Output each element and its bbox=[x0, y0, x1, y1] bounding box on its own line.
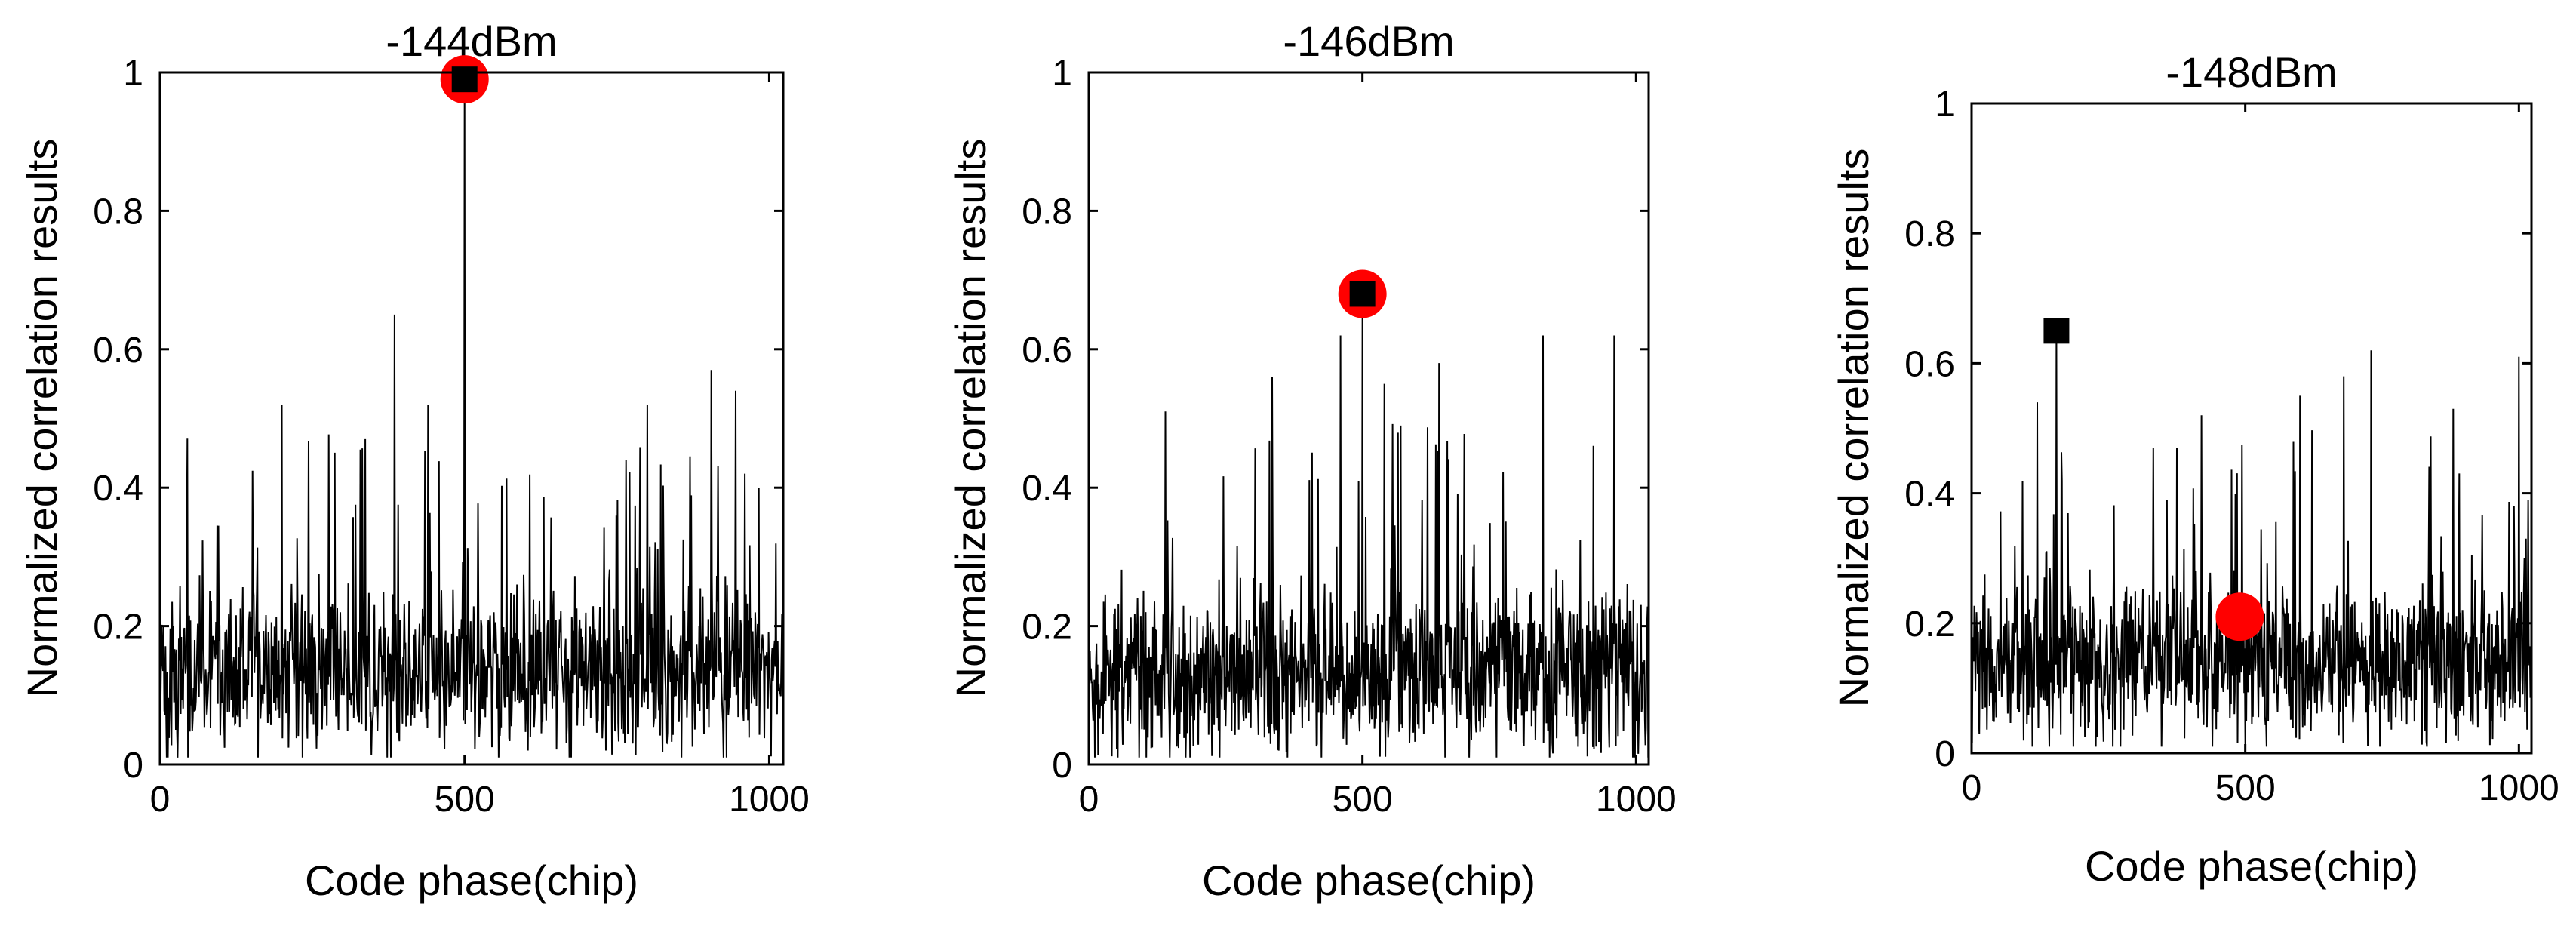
true-peak-square-marker bbox=[1349, 281, 1376, 307]
x-tick-label: 1000 bbox=[1596, 780, 1677, 820]
y-axis-ticks: 0 0.2 0.4 0.6 0.8 1 bbox=[1022, 54, 1649, 786]
x-tick-label: 0 bbox=[150, 780, 171, 820]
x-axis-ticks: 0 500 1000 bbox=[150, 72, 810, 820]
plot-area bbox=[159, 55, 784, 758]
y-tick-label: 0.6 bbox=[93, 331, 143, 371]
y-tick-label: 0.4 bbox=[1022, 469, 1072, 509]
plot-frame bbox=[1970, 102, 2533, 755]
x-tick-label: 500 bbox=[2215, 768, 2276, 808]
plot-area bbox=[1088, 269, 1649, 758]
x-axis-ticks: 0 500 1000 bbox=[1962, 103, 2559, 808]
x-tick-label: 0 bbox=[1079, 780, 1099, 820]
x-tick-label: 0 bbox=[1962, 768, 1982, 808]
y-tick-label: 1 bbox=[1935, 85, 1955, 125]
chart-title: -146dBm bbox=[1283, 17, 1454, 65]
chart-panel-144dbm: -144dBm 0 500 1000 00.20.40.60.81 Code pha… bbox=[18, 17, 810, 904]
y-axis-ticks: 0 0.2 0.4 0.6 0.8 1 bbox=[1904, 85, 2531, 774]
y-axis-label: Normalized correlation results bbox=[1830, 149, 1877, 708]
correlation-series-line bbox=[1088, 294, 1649, 758]
plot-area bbox=[1971, 318, 2532, 747]
y-tick-label: 0 bbox=[1052, 746, 1072, 786]
y-tick-label: 0 bbox=[1935, 734, 1955, 774]
y-tick-label: 0.8 bbox=[1904, 214, 1955, 254]
y-tick-label: 0.2 bbox=[1904, 604, 1955, 644]
y-tick-label: 0.2 bbox=[93, 608, 143, 648]
y-tick-label: 1 bbox=[1052, 54, 1072, 94]
x-tick-label: 500 bbox=[435, 780, 495, 820]
y-axis-label: Normalized correlation results bbox=[947, 139, 994, 698]
estimated-peak-circle-marker bbox=[2215, 592, 2264, 641]
y-axis-label: Normalized correlation results bbox=[18, 139, 66, 698]
x-axis-label: Code phase(chip) bbox=[2085, 842, 2418, 890]
x-tick-label: 500 bbox=[1333, 780, 1393, 820]
y-tick-label: 0.6 bbox=[1904, 344, 1955, 384]
plot-frame bbox=[1087, 71, 1650, 766]
chart-title: -148dBm bbox=[2166, 48, 2337, 96]
x-tick-label: 1000 bbox=[2479, 768, 2559, 808]
y-tick-label: 0.6 bbox=[1022, 331, 1072, 371]
true-peak-square-marker bbox=[2043, 318, 2070, 344]
y-tick-label: 0 bbox=[123, 746, 143, 786]
correlation-series-line bbox=[159, 79, 784, 758]
plot-frame bbox=[158, 71, 785, 766]
correlation-series-line bbox=[1971, 331, 2532, 747]
y-tick-label: 0.4 bbox=[93, 469, 143, 509]
y-tick-label: 0.8 bbox=[93, 192, 143, 232]
y-tick-label: 0.8 bbox=[1022, 192, 1072, 232]
chart-panel-146dbm: -146dBm 0 500 1000 0 0.2 0.4 0.6 0.8 1 Code pha… bbox=[947, 17, 1677, 904]
x-tick-label: 1000 bbox=[729, 780, 810, 820]
y-tick-label: 0.4 bbox=[1904, 475, 1955, 515]
chart-panel-148dbm: -148dBm 0 500 1000 0 0.2 0.4 0.6 0.8 1 Code pha… bbox=[1830, 48, 2559, 890]
y-tick-label: 0.2 bbox=[1022, 608, 1072, 648]
y-tick-label: 1 bbox=[123, 54, 143, 94]
x-axis-label: Code phase(chip) bbox=[305, 857, 638, 904]
x-axis-ticks: 0 500 1000 bbox=[1079, 72, 1677, 820]
y-axis-ticks: 0 0.2 0.4 0.6 0.8 1 bbox=[93, 54, 783, 786]
x-axis-label: Code phase(chip) bbox=[1202, 857, 1535, 904]
